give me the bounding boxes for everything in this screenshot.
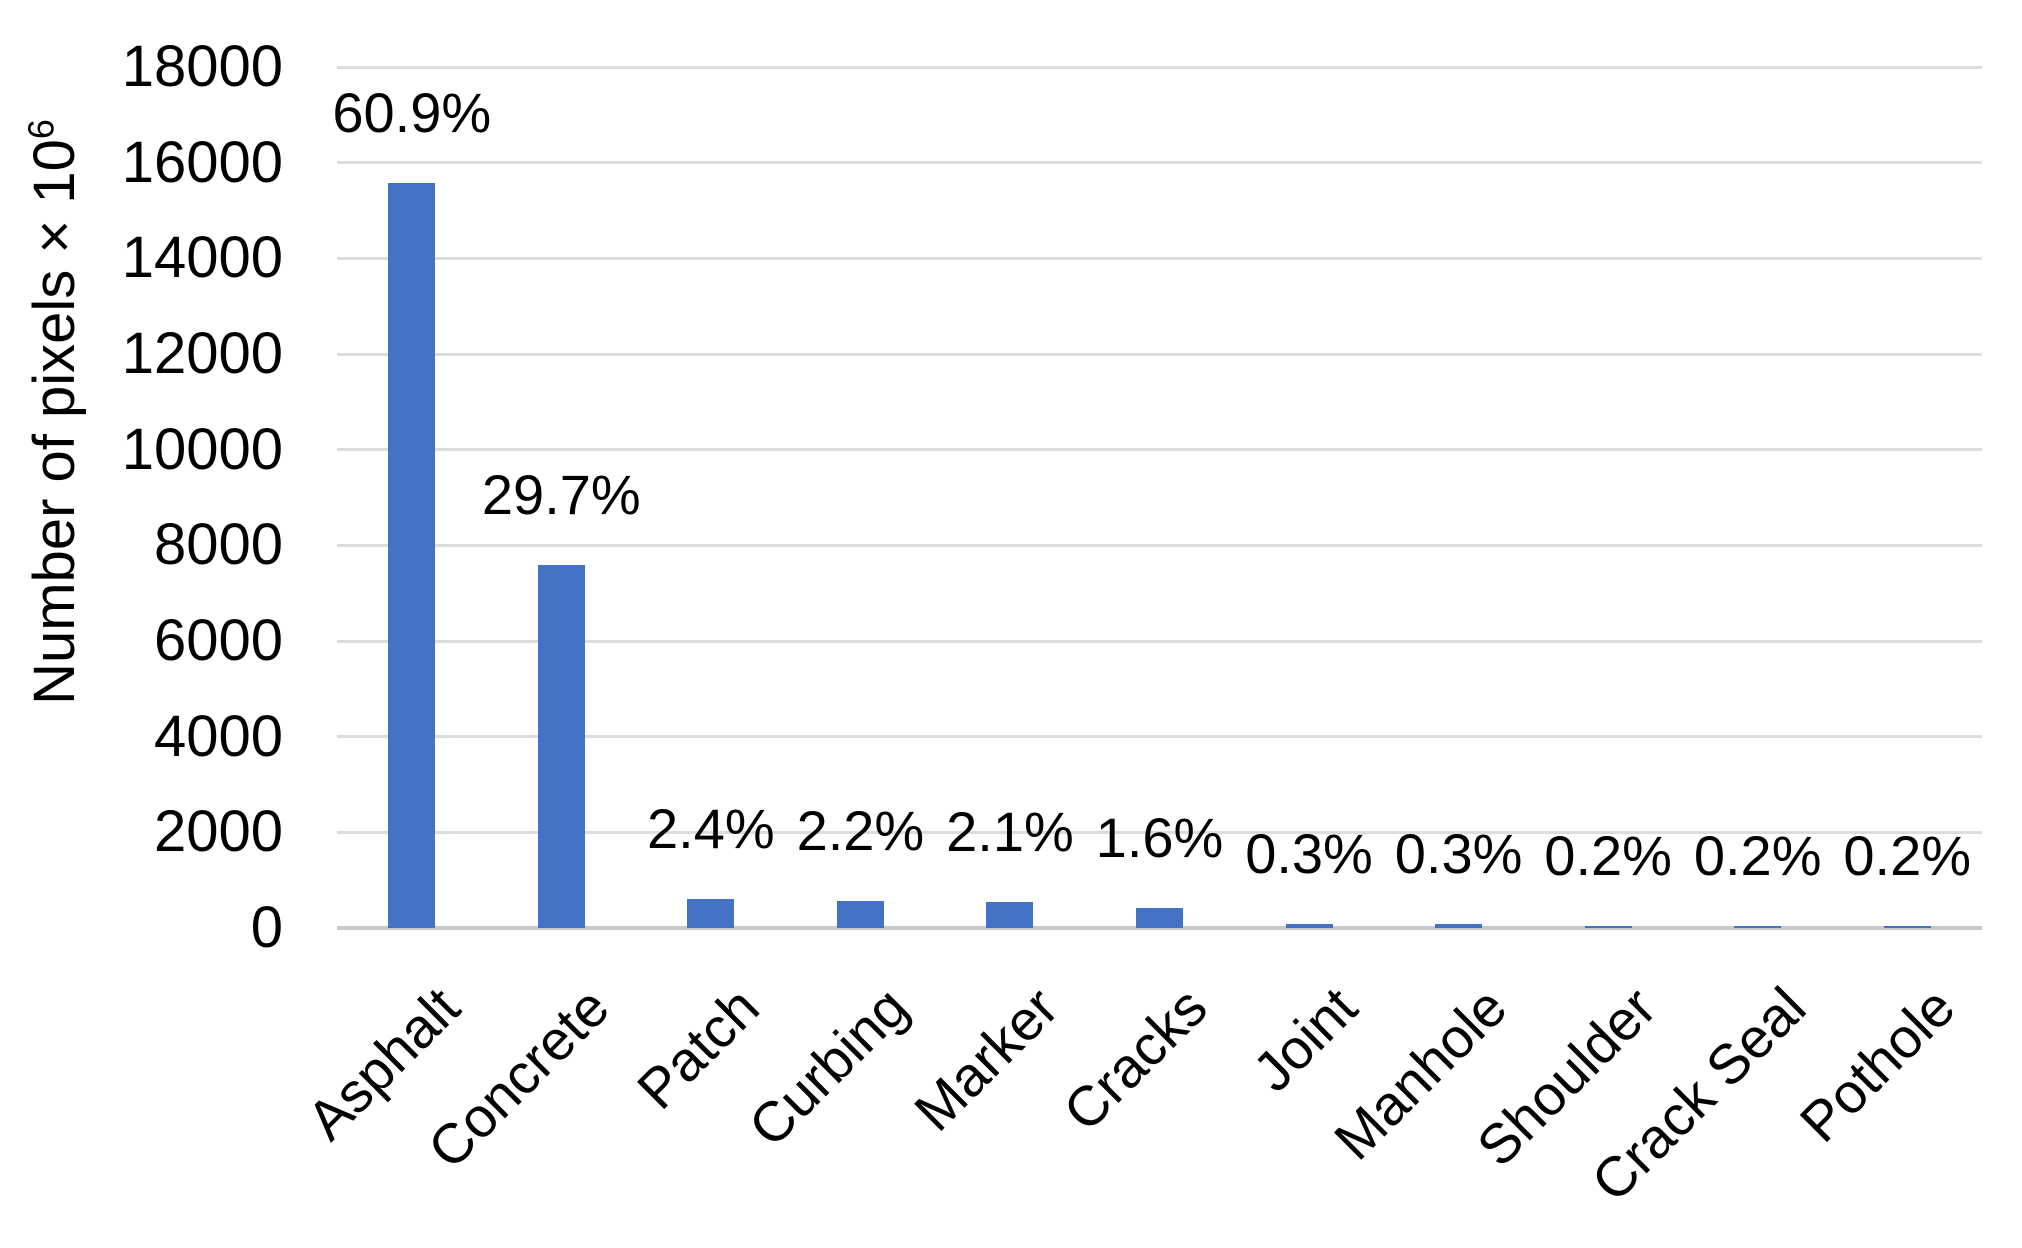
gridline: [337, 256, 1982, 260]
x-axis-line: [337, 926, 1982, 930]
x-category-label: Cracks: [1051, 975, 1220, 1143]
y-tick-label: 2000: [153, 799, 283, 865]
y-tick-label: 6000: [153, 608, 283, 673]
gridline: [337, 543, 1982, 547]
bar-value-label: 0.2%: [1843, 823, 1972, 887]
x-category-label: Curbing: [736, 975, 920, 1159]
bar-value-label: 0.2%: [1544, 823, 1672, 887]
y-tick-label: 12000: [121, 321, 283, 386]
gridline: [337, 65, 1982, 69]
bar-value-label: 2.1%: [946, 800, 1074, 864]
gridline: [337, 161, 1982, 165]
y-tick-label: 18000: [121, 34, 283, 99]
bar-value-label: 0.3%: [1245, 822, 1373, 886]
bar: [986, 902, 1034, 928]
gridline: [337, 830, 1982, 834]
bar: [1285, 924, 1333, 928]
bar: [537, 564, 585, 928]
bar: [687, 898, 735, 928]
bar: [836, 901, 884, 928]
bar: [1136, 908, 1183, 928]
x-category-label: Joint: [1240, 975, 1369, 1104]
bar: [388, 183, 436, 928]
bar-value-label: 2.4%: [647, 796, 775, 860]
gridline: [337, 735, 1982, 739]
x-category-label: Pothole: [1787, 975, 1967, 1154]
bar-value-label: 0.2%: [1693, 823, 1822, 887]
y-tick-label: 8000: [153, 512, 283, 578]
y-tick-label: 16000: [121, 129, 283, 195]
y-tick-label: 10000: [121, 416, 283, 482]
x-category-label: Marker: [901, 975, 1070, 1143]
bar: [1734, 925, 1782, 928]
bar: [1584, 925, 1632, 928]
bar-value-label: 0.3%: [1394, 822, 1523, 886]
bar-value-label: 1.6%: [1095, 806, 1224, 870]
y-tick-label: 14000: [121, 225, 283, 291]
y-tick-label: 4000: [153, 703, 283, 769]
gridline: [337, 639, 1982, 643]
bar-value-label: 2.2%: [796, 799, 925, 863]
gridline: [337, 448, 1982, 452]
bar: [1883, 925, 1931, 928]
bar-value-label: 60.9%: [332, 81, 492, 145]
bar: [1435, 924, 1483, 928]
gridline: [337, 352, 1982, 356]
y-tick-label: 0: [250, 895, 283, 960]
bar-value-label: 29.7%: [481, 462, 641, 526]
